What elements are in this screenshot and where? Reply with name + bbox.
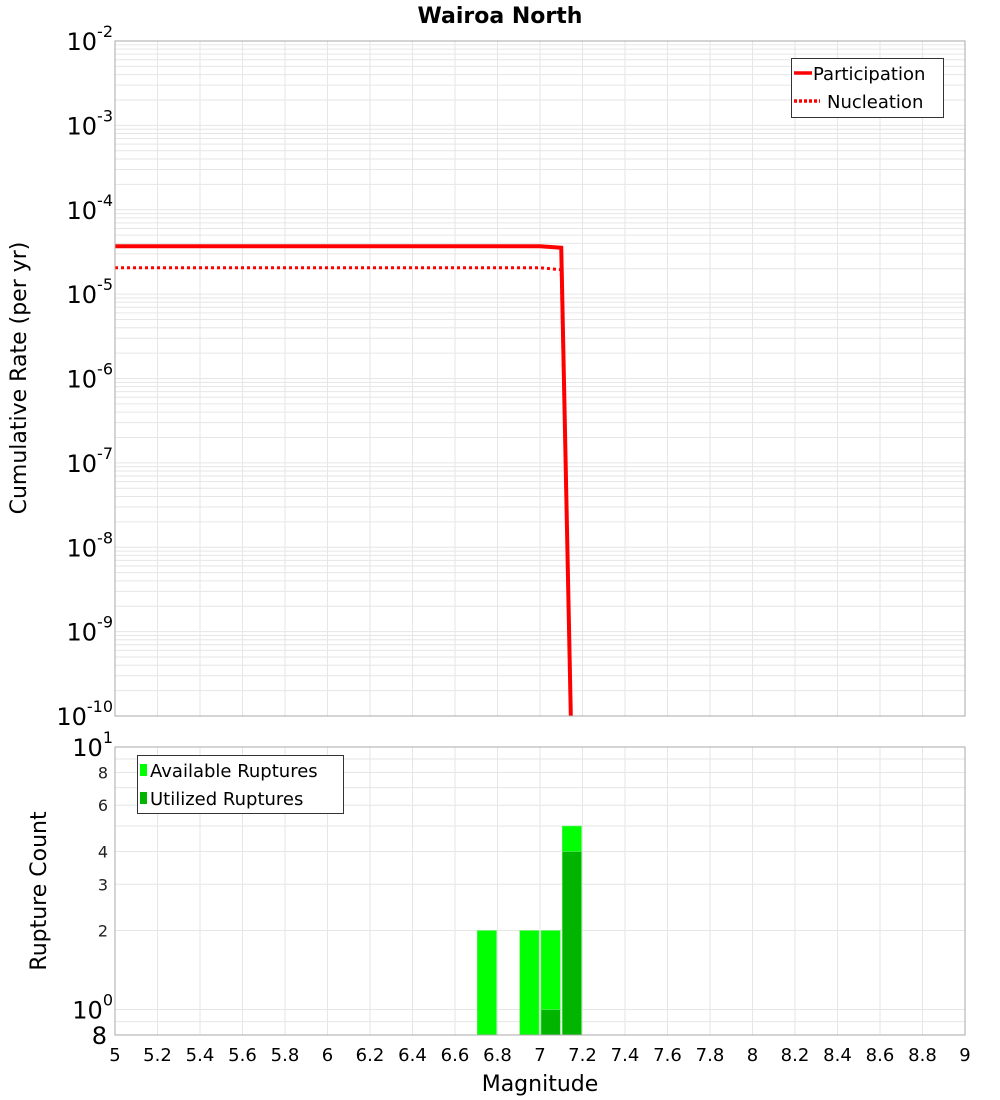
y-tick-label: 8 bbox=[98, 763, 108, 782]
x-tick-label: 8 bbox=[747, 1045, 758, 1066]
y-tick-label: 10-4 bbox=[67, 191, 114, 225]
x-tick-label: 5.2 bbox=[143, 1045, 172, 1066]
x-tick-label: 8.6 bbox=[866, 1045, 895, 1066]
legend-swatch-utilized-ruptures bbox=[140, 792, 147, 804]
x-tick-labels: 5 5.2 5.4 5.6 5.8 6 6.2 6.4 6.6 6.8 7 7.2 7.4 7.6 7.8 8… bbox=[109, 1045, 970, 1066]
plot-frame bbox=[114, 40, 966, 717]
legend-label-nucleation: Nucleation bbox=[827, 92, 923, 113]
x-tick-label: 5.4 bbox=[186, 1045, 215, 1066]
x-tick-label: 6.2 bbox=[356, 1045, 385, 1066]
y-axis-label-rate: Cumulative Rate (per yr) bbox=[7, 242, 32, 515]
x-tick-label: 5.8 bbox=[271, 1045, 300, 1066]
y-tick-label: 100 bbox=[72, 991, 113, 1025]
series-line-nucleation bbox=[115, 266, 573, 717]
x-tick-label: 7.6 bbox=[653, 1045, 682, 1066]
plot-frame bbox=[114, 746, 966, 1036]
series-line-participation bbox=[115, 244, 573, 717]
y-tick-label: 8 bbox=[92, 1022, 107, 1050]
legend: Available Ruptures Utilized Ruptures bbox=[137, 755, 344, 814]
y-tick-label: 10-8 bbox=[67, 528, 114, 562]
y-tick-label: 10-6 bbox=[67, 360, 114, 394]
x-tick-label: 7 bbox=[534, 1045, 545, 1066]
gridlines bbox=[114, 40, 966, 717]
bar-available-ruptures bbox=[519, 930, 540, 1036]
y-tick-label: 10-10 bbox=[56, 697, 113, 731]
x-tick-label: 5 bbox=[109, 1045, 120, 1066]
y-tick-label: 10-7 bbox=[67, 444, 114, 478]
bar-available-ruptures bbox=[476, 930, 497, 1036]
legend-swatch-available-ruptures bbox=[140, 764, 147, 776]
bar-utilized-ruptures bbox=[540, 1009, 561, 1036]
y-axis-label-count: Rupture Count bbox=[27, 811, 52, 971]
x-tick-label: 7.8 bbox=[696, 1045, 725, 1066]
y-tick-label: 10-3 bbox=[67, 106, 114, 140]
x-tick-label: 7.2 bbox=[568, 1045, 597, 1066]
rate-plot: 10-2 10-3 10-4 10-5 10-6 10-7 10-8 10-9 10-10 Par… bbox=[56, 22, 966, 731]
x-tick-label: 9 bbox=[959, 1045, 970, 1066]
y-tick-label: 3 bbox=[98, 875, 108, 894]
y-tick-label: 10-9 bbox=[67, 613, 114, 647]
legend: Participation Nucleation bbox=[791, 58, 944, 118]
x-tick-label: 5.6 bbox=[228, 1045, 257, 1066]
legend-box bbox=[791, 58, 944, 118]
y-tick-label: 10-2 bbox=[67, 22, 114, 56]
data-series bbox=[115, 244, 573, 717]
x-tick-label: 8.4 bbox=[823, 1045, 852, 1066]
bar-utilized-ruptures bbox=[561, 851, 582, 1036]
x-tick-label: 7.4 bbox=[611, 1045, 640, 1066]
chart-title: Wairoa North bbox=[418, 4, 583, 29]
x-axis-label: Magnitude bbox=[482, 1072, 599, 1097]
legend-label-participation: Participation bbox=[813, 64, 925, 85]
x-tick-label: 6 bbox=[322, 1045, 333, 1066]
y-tick-label: 10-5 bbox=[67, 275, 114, 309]
bars bbox=[476, 825, 582, 1036]
legend-label-utilized-ruptures: Utilized Ruptures bbox=[150, 789, 303, 810]
y-tick-label: 2 bbox=[98, 922, 108, 941]
x-tick-label: 6.8 bbox=[483, 1045, 512, 1066]
x-tick-label: 6.4 bbox=[398, 1045, 427, 1066]
y-tick-label: 4 bbox=[98, 842, 108, 861]
legend-box bbox=[137, 755, 344, 814]
y-tick-labels: 10-2 10-3 10-4 10-5 10-6 10-7 10-8 10-9 10-10 bbox=[56, 22, 113, 731]
x-tick-label: 6.6 bbox=[441, 1045, 470, 1066]
y-tick-label: 6 bbox=[98, 796, 108, 815]
y-tick-label: 101 bbox=[72, 728, 113, 762]
x-tick-label: 8.2 bbox=[781, 1045, 810, 1066]
legend-label-available-ruptures: Available Ruptures bbox=[150, 761, 318, 782]
x-tick-label: 8.8 bbox=[908, 1045, 937, 1066]
